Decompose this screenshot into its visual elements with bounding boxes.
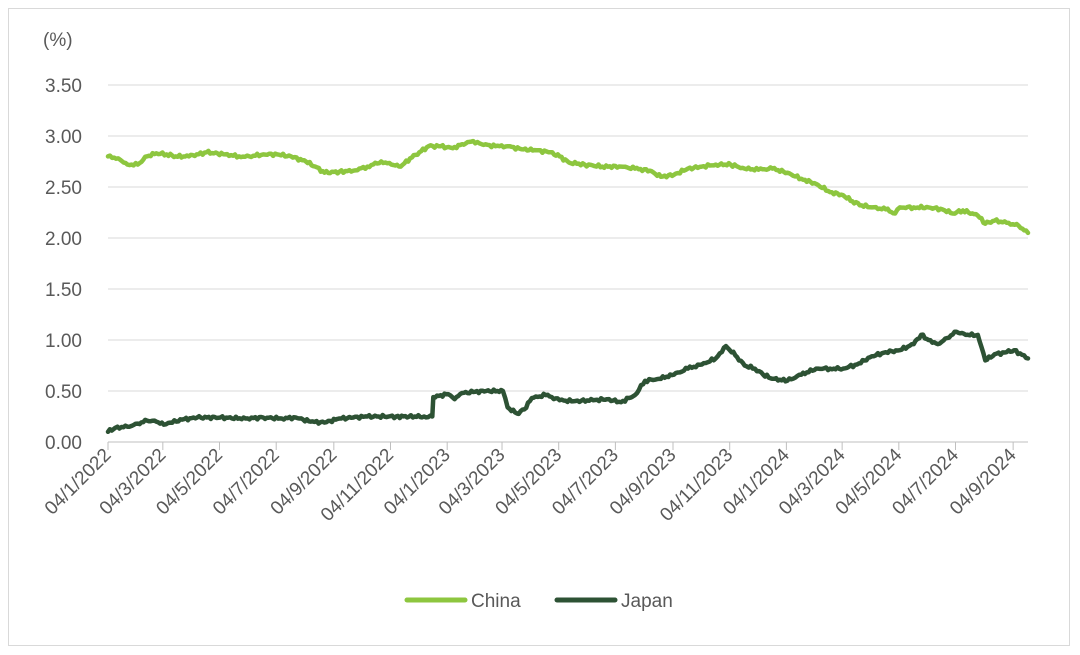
y-tick-label: 3.00: [45, 127, 82, 148]
y-tick-label: 1.50: [45, 280, 82, 301]
y-tick-label: 2.00: [45, 229, 82, 250]
series-lines: [105, 138, 1031, 435]
y-tick-label: 0.50: [45, 382, 82, 403]
chart-frame: [8, 8, 1070, 646]
y-tick-label: 3.50: [45, 76, 82, 97]
y-tick-label: 2.50: [45, 178, 82, 199]
legend: China Japan: [404, 591, 673, 612]
series-line-china: [105, 138, 1031, 236]
legend-label-china: China: [471, 591, 521, 612]
series-line-japan: [105, 329, 1031, 435]
x-axis: 04/1/202204/3/202204/5/202204/7/202204/9…: [41, 441, 1028, 526]
y-axis-ticks: 0.00 0.50 1.00 1.50 2.00 2.50 3.00 3.50: [45, 76, 82, 454]
y-tick-label: 1.00: [45, 331, 82, 352]
legend-label-japan: Japan: [621, 591, 673, 612]
gridlines: [108, 84, 1028, 392]
y-axis-unit-label: (%): [43, 30, 73, 51]
y-tick-label: 0.00: [45, 433, 82, 454]
